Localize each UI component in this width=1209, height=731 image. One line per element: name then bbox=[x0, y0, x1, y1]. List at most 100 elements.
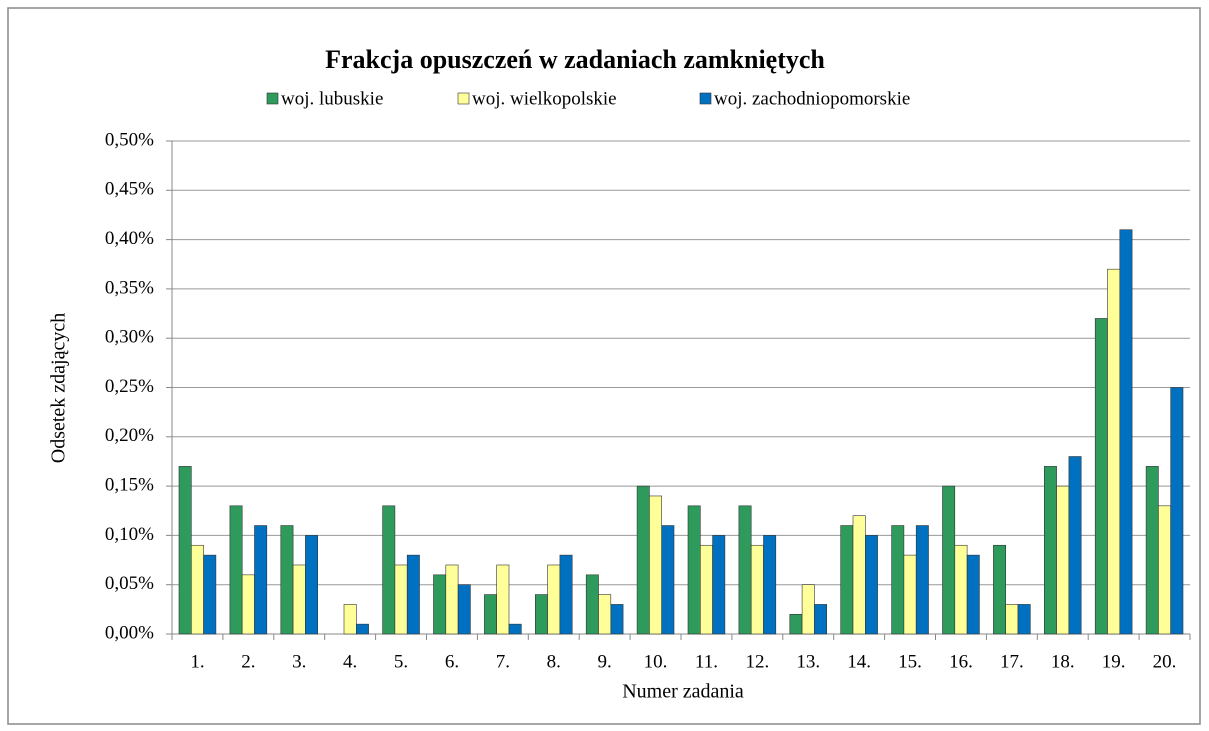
bar bbox=[382, 505, 396, 635]
chart-title: Frakcja opuszczeń w zadaniach zamkniętyc… bbox=[325, 45, 825, 74]
bar bbox=[610, 604, 624, 635]
x-tick-label: 4. bbox=[343, 651, 357, 672]
bar bbox=[559, 554, 573, 635]
bar bbox=[585, 574, 599, 635]
x-tick-label: 8. bbox=[547, 651, 561, 672]
bar bbox=[699, 544, 713, 635]
x-tick-label: 12. bbox=[745, 651, 769, 672]
y-tick-label: 0,50% bbox=[105, 129, 154, 150]
bar bbox=[241, 574, 255, 635]
bar bbox=[840, 525, 854, 635]
bar bbox=[1005, 604, 1019, 635]
y-tick-label: 0,00% bbox=[105, 622, 154, 643]
y-tick-label: 0,45% bbox=[105, 179, 154, 200]
bar bbox=[1158, 505, 1172, 635]
bar bbox=[433, 574, 447, 635]
bar bbox=[445, 564, 459, 635]
bar bbox=[966, 554, 980, 635]
bar bbox=[1044, 466, 1057, 635]
y-tick-label: 0,30% bbox=[105, 327, 154, 348]
bar bbox=[636, 485, 650, 635]
bar bbox=[547, 564, 561, 635]
x-tick-label: 2. bbox=[241, 651, 255, 672]
bar bbox=[1119, 229, 1133, 635]
x-tick-label: 18. bbox=[1051, 651, 1075, 672]
legend-swatch bbox=[266, 92, 279, 105]
y-tick-label: 0,20% bbox=[105, 425, 154, 446]
x-tick-label: 16. bbox=[949, 651, 973, 672]
bar bbox=[687, 505, 701, 635]
bar bbox=[763, 535, 777, 635]
legend-swatch bbox=[457, 92, 470, 105]
bar bbox=[903, 554, 917, 635]
bar bbox=[496, 564, 510, 635]
bar bbox=[954, 544, 968, 635]
bar bbox=[254, 525, 268, 635]
y-tick-label: 0,15% bbox=[105, 474, 154, 495]
bar bbox=[891, 525, 905, 635]
bar bbox=[942, 485, 956, 635]
bar bbox=[406, 554, 420, 635]
x-tick-label: 14. bbox=[847, 651, 871, 672]
bar bbox=[661, 525, 675, 635]
bar bbox=[649, 495, 663, 635]
bar bbox=[852, 515, 866, 635]
bar bbox=[1056, 485, 1070, 635]
bar bbox=[1017, 604, 1031, 635]
x-tick-label: 5. bbox=[394, 651, 408, 672]
bar bbox=[738, 505, 752, 635]
bar bbox=[280, 525, 294, 635]
bar bbox=[484, 594, 497, 635]
x-tick-label: 10. bbox=[644, 651, 668, 672]
bar bbox=[1094, 318, 1108, 635]
bar bbox=[534, 594, 548, 635]
bar bbox=[508, 623, 522, 635]
bar bbox=[292, 564, 306, 635]
bar bbox=[801, 584, 815, 635]
x-tick-label: 6. bbox=[445, 651, 459, 672]
x-tick-label: 17. bbox=[1000, 651, 1024, 672]
y-tick-label: 0,35% bbox=[105, 277, 154, 298]
bar bbox=[1068, 456, 1082, 635]
y-tick-label: 0,25% bbox=[105, 376, 154, 397]
bar bbox=[191, 544, 204, 635]
bar bbox=[712, 535, 726, 635]
bar bbox=[789, 613, 803, 635]
legend-label: woj. wielkopolskie bbox=[472, 88, 617, 109]
legend-label: woj. zachodniopomorskie bbox=[714, 88, 910, 109]
legend-swatch bbox=[699, 92, 712, 105]
x-tick-label: 20. bbox=[1153, 651, 1177, 672]
x-tick-label: 11. bbox=[695, 651, 718, 672]
y-tick-label: 0,40% bbox=[105, 228, 154, 249]
bar bbox=[814, 604, 828, 635]
bar bbox=[1145, 466, 1159, 635]
bar bbox=[750, 544, 764, 635]
bar bbox=[203, 554, 217, 635]
bar bbox=[864, 535, 878, 635]
bar bbox=[355, 623, 369, 635]
bar bbox=[305, 535, 318, 635]
x-tick-label: 13. bbox=[796, 651, 820, 672]
bar bbox=[1170, 387, 1184, 635]
bar bbox=[1107, 268, 1121, 635]
bar bbox=[229, 505, 243, 635]
bar bbox=[993, 544, 1007, 635]
bar bbox=[178, 466, 192, 635]
x-tick-label: 9. bbox=[598, 651, 612, 672]
bar bbox=[343, 604, 357, 635]
x-tick-label: 3. bbox=[292, 651, 306, 672]
x-tick-label: 19. bbox=[1102, 651, 1126, 672]
bar bbox=[598, 594, 612, 635]
x-tick-label: 1. bbox=[190, 651, 204, 672]
y-tick-label: 0,05% bbox=[105, 573, 154, 594]
y-tick-label: 0,10% bbox=[105, 524, 154, 545]
y-axis-label: Odsetek zdających bbox=[48, 313, 70, 463]
bar bbox=[915, 525, 929, 635]
legend-label: woj. lubuskie bbox=[281, 88, 383, 109]
x-tick-label: 7. bbox=[496, 651, 510, 672]
bar bbox=[394, 564, 408, 635]
x-axis-label: Numer zadania bbox=[622, 681, 744, 703]
bar bbox=[457, 584, 471, 635]
x-tick-label: 15. bbox=[898, 651, 922, 672]
